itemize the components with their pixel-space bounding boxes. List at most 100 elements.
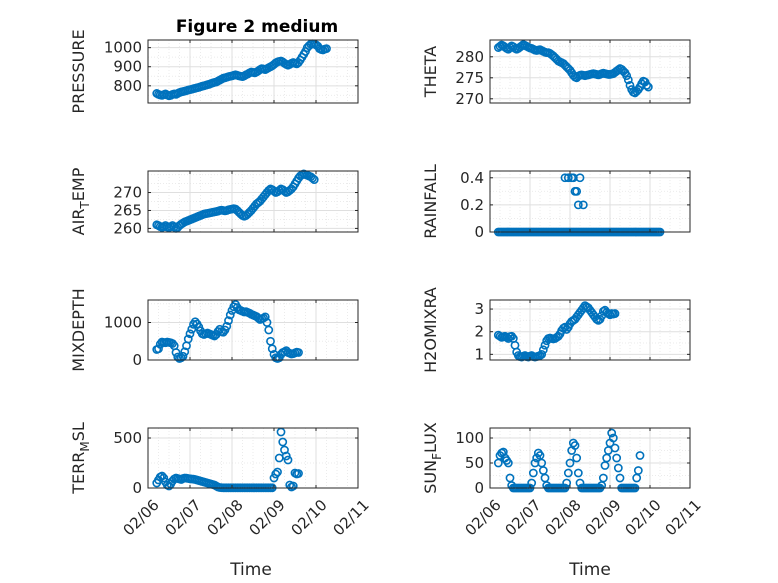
subplot-rainfall: 0 0.2 0.4 RAINFALL	[421, 164, 691, 241]
x-tick-label: 02/08	[541, 496, 584, 539]
data-point	[613, 463, 623, 473]
data-point	[528, 468, 538, 478]
data-point	[563, 468, 573, 478]
data-point	[294, 348, 303, 357]
data-point	[642, 80, 652, 90]
data-point	[260, 312, 270, 322]
x-tick-label: 02/09	[245, 496, 288, 539]
y-axis-label: PRESSURE	[69, 29, 88, 113]
y-tick-label: 50	[465, 454, 484, 472]
data-point	[622, 71, 632, 81]
data-point	[565, 458, 575, 468]
subplot-terr-msl: 0 500 TERRMSL 02/0602/0702/0802/0902/1002/1…	[69, 422, 373, 580]
data-point	[578, 200, 588, 210]
data-point	[607, 428, 617, 438]
data-point	[183, 334, 193, 344]
figure-title: Figure 2 medium	[176, 17, 338, 37]
data-point	[615, 473, 625, 483]
subplot-theta: 270 275 280 THETA	[421, 39, 691, 108]
y-tick-label: 3	[474, 300, 484, 318]
y-axis-label: H2OMIXRA	[421, 287, 440, 373]
y-tick-label: 0	[474, 479, 484, 497]
y-tick-label: 500	[113, 429, 142, 447]
subplot-sun-flux: 0 50 100 SUNFLUX 02/0602/0702/0802/0902/1002…	[421, 422, 705, 580]
data-point	[612, 453, 622, 463]
y-axis-label: SUNFLUX	[421, 422, 444, 494]
axes-box	[147, 427, 359, 489]
y-axis-label: THETA	[421, 46, 440, 98]
data-point	[173, 352, 183, 362]
axes-box	[489, 427, 691, 489]
y-tick-label: 260	[113, 219, 142, 237]
x-tick-label: 02/08	[203, 496, 246, 539]
data-point	[573, 468, 583, 478]
y-tick-label: 1	[474, 345, 484, 363]
axes-box	[489, 170, 691, 233]
data-point	[598, 473, 608, 483]
subplot-h2omixra: 1 2 3 H2OMIXRA	[421, 287, 691, 373]
y-tick-label: 270	[113, 184, 142, 202]
data-point	[625, 80, 635, 90]
data-point	[225, 310, 235, 320]
axes-box	[147, 299, 359, 361]
data-point	[278, 437, 288, 447]
axes-box	[489, 299, 691, 361]
x-tick-label: 02/11	[661, 496, 704, 539]
data-point	[294, 469, 303, 478]
x-tick-label: 02/06	[461, 496, 504, 539]
data-point	[185, 329, 195, 339]
data-point	[575, 173, 585, 183]
y-tick-label: 0	[132, 479, 142, 497]
data-point	[643, 82, 653, 92]
x-tick-label: 02/10	[287, 496, 330, 539]
data-point	[308, 173, 317, 183]
data-point	[267, 344, 277, 354]
data-point	[154, 344, 163, 354]
y-tick-label: 280	[455, 48, 484, 66]
data-point	[169, 222, 179, 232]
x-axis-label: Time	[568, 560, 611, 580]
data-point	[538, 345, 548, 355]
data-point	[498, 447, 508, 457]
data-point	[610, 443, 620, 453]
data-point	[573, 200, 583, 210]
subplot-mixdepth: 0 1000 MIXDEPTH	[69, 288, 359, 372]
y-axis-label: RAINFALL	[421, 164, 440, 239]
data-point	[322, 44, 331, 53]
y-tick-label: 2	[474, 323, 484, 341]
data-point	[283, 455, 293, 465]
x-tick-label: 02/09	[581, 496, 624, 539]
data-point	[570, 441, 580, 450]
data-point	[288, 481, 298, 491]
x-tick-label: 02/06	[119, 496, 162, 539]
y-tick-label: 0	[132, 351, 142, 369]
y-tick-label: 100	[455, 429, 484, 447]
y-tick-label: 0	[474, 223, 484, 241]
data-point	[635, 451, 645, 460]
data-point	[222, 321, 232, 331]
y-tick-label: 0.4	[460, 169, 484, 187]
data-point	[572, 453, 582, 463]
x-tick-label: 02/07	[501, 496, 544, 539]
data-point	[633, 466, 643, 475]
axes-box	[147, 170, 359, 233]
data-point	[540, 340, 550, 350]
y-tick-label: 270	[455, 90, 484, 108]
y-tick-label: 800	[113, 77, 142, 95]
data-point	[503, 458, 513, 468]
data-point	[623, 75, 633, 85]
data-point	[608, 433, 618, 443]
y-tick-label: 0.2	[460, 196, 484, 214]
data-point	[572, 186, 582, 196]
axes-box	[147, 39, 359, 104]
data-point	[562, 478, 572, 488]
y-tick-label: 1000	[104, 39, 142, 57]
y-tick-label: 265	[113, 201, 142, 219]
data-point	[273, 467, 282, 477]
x-tick-label: 02/11	[329, 496, 372, 539]
data-point	[224, 316, 233, 326]
y-axis-label: AIRTEMP	[69, 167, 92, 235]
y-axis-label: TERRMSL	[69, 422, 92, 495]
